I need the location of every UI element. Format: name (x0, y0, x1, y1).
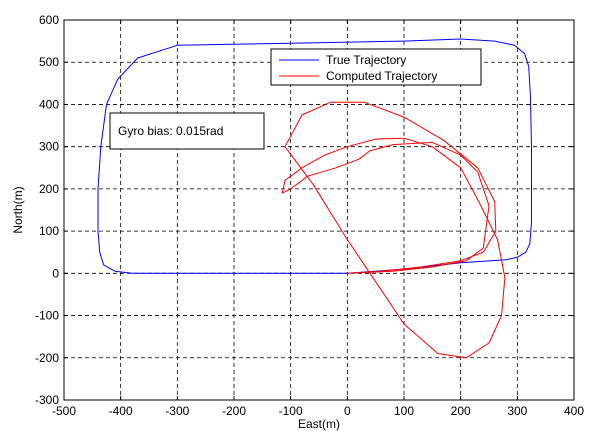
x-tick-label: 100 (394, 404, 414, 418)
y-tick-label: 400 (39, 97, 59, 111)
y-tick-label: 500 (39, 55, 59, 69)
x-axis-label: East(m) (298, 417, 340, 431)
legend-label-1: True Trajectory (326, 53, 406, 67)
plot-frame (63, 19, 575, 401)
x-tick-label: -100 (279, 404, 303, 418)
y-axis-label: North(m) (11, 186, 25, 233)
y-tick-label: -100 (35, 309, 59, 323)
y-tick-label: 600 (39, 13, 59, 27)
series-line-1 (97, 38, 532, 274)
x-tick-label: -200 (222, 404, 246, 418)
x-tick-label: -400 (109, 404, 133, 418)
y-tick-label: 100 (39, 224, 59, 238)
y-tick-label: 300 (39, 140, 59, 154)
x-tick-label: 200 (451, 404, 471, 418)
annotation-text: Gyro bias: 0.015rad (118, 124, 223, 138)
x-tick-label: 400 (564, 404, 584, 418)
x-tick-label: 0 (344, 404, 351, 418)
legend: True Trajectory Computed Trajectory (270, 48, 482, 86)
x-tick-label: -500 (52, 404, 76, 418)
series-layer (97, 38, 532, 359)
series-line-2 (281, 101, 506, 359)
y-tick-label: 0 (52, 266, 59, 280)
y-tick-label: -200 (35, 351, 59, 365)
legend-label-2: Computed Trajectory (326, 69, 437, 83)
x-tick-label: -300 (165, 404, 189, 418)
legend-frame (270, 48, 482, 86)
ticks-layer: -500 -400 -300 -200 -100 0 100 200 300 400 -300 -20… (35, 13, 584, 418)
x-tick-label: 300 (507, 404, 527, 418)
y-tick-label: -300 (35, 393, 59, 407)
annotation-box: Gyro bias: 0.015rad (109, 112, 265, 150)
y-tick-label: 200 (39, 182, 59, 196)
annotation-frame (109, 112, 265, 150)
